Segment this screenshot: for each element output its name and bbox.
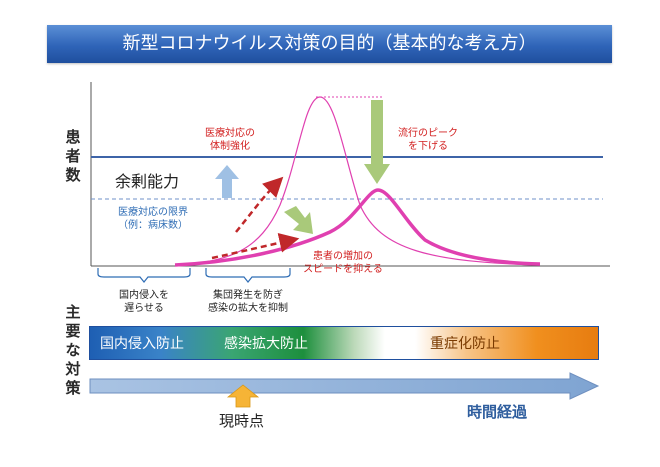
current-point-label: 現時点 (219, 412, 265, 430)
now-arrow (226, 384, 260, 408)
red-arrow-lower (211, 232, 300, 260)
phase2-bracket (205, 268, 291, 283)
peak-lower-annotation: 流行のピーク を下げる (398, 128, 458, 152)
slowdown-arrow (284, 206, 313, 234)
medical-system-annotation: 医療対応の 体制強化 (205, 128, 255, 152)
band-item-entry-prevention: 国内侵入防止 (100, 336, 184, 352)
medical-limit-annotation: 医療対応の限界 （例：病床数） (118, 207, 188, 231)
band-item-spread-prevention: 感染拡大防止 (224, 336, 308, 352)
flattened-curve (174, 188, 541, 267)
timeline-arrow (89, 372, 600, 400)
peak-lower-arrow-shaft (371, 100, 383, 166)
slow-speed-annotation: 患者の増加の スピードを抑える (303, 251, 383, 275)
phase1-bracket (97, 268, 191, 283)
peak-lower-arrow-head (364, 164, 390, 184)
band-item-severity-prevention: 重症化防止 (430, 336, 500, 352)
phase1-label: 国内侵入を 遅らせる (119, 290, 169, 314)
red-arrow-upper (235, 176, 284, 233)
spare-capacity-label: 余剰能力 (115, 172, 180, 191)
capacity-up-arrow-head (215, 165, 239, 179)
measures-label: 主要な対策 (65, 303, 81, 397)
unmitigated-curve (174, 96, 541, 266)
capacity-up-arrow-shaft (222, 178, 232, 198)
time-elapsed-label: 時間経過 (467, 403, 528, 421)
y-axis-label: 患者数 (65, 128, 81, 184)
page-title: 新型コロナウイルス対策の目的（基本的な考え方） (47, 25, 612, 63)
phase2-label: 集団発生を防ぎ 感染の拡大を抑制 (208, 290, 288, 314)
measures-band: 国内侵入防止 感染拡大防止 重症化防止 (89, 326, 599, 360)
